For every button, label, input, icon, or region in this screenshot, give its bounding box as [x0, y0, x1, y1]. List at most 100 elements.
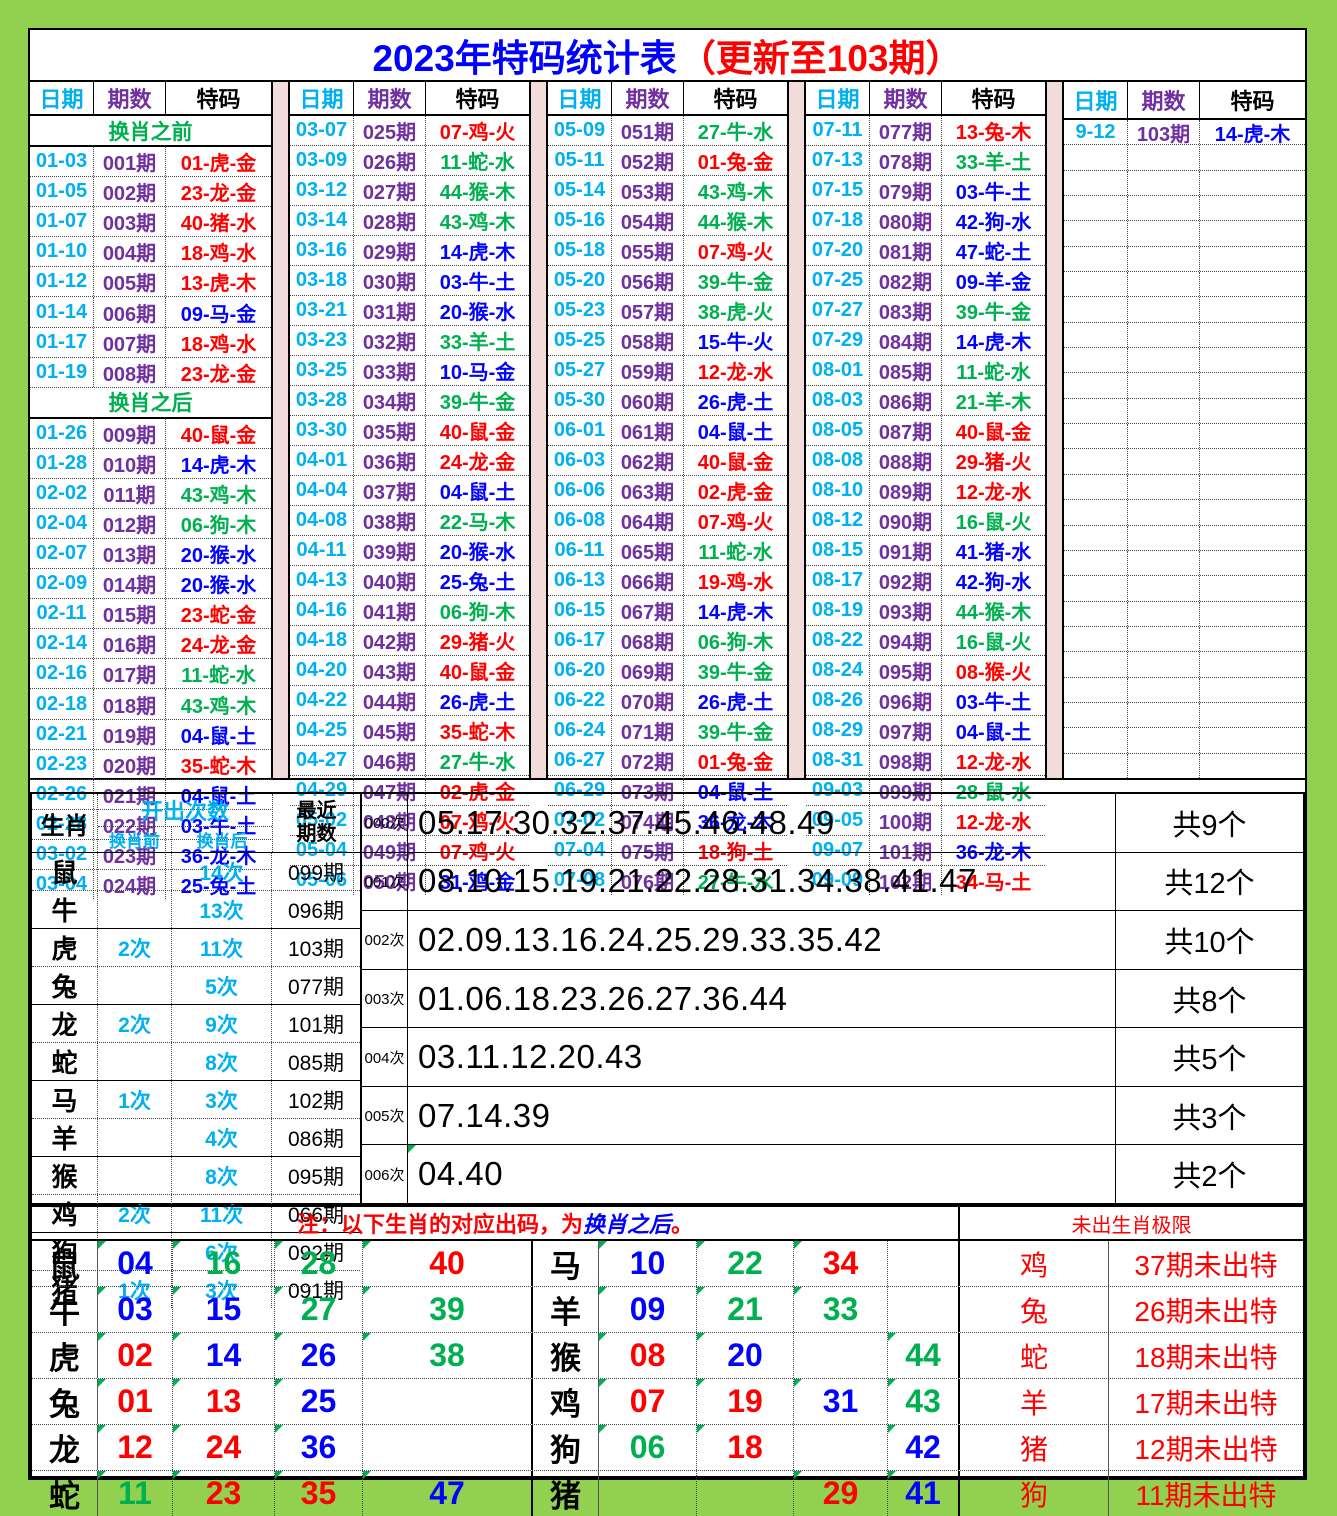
zodiac-stats-table: 生肖 开出次数 换肖前 换肖后 最近 期数 鼠 14次 099期牛 13次 096期虎 2… — [30, 792, 362, 1308]
special-code-cell: 04-鼠-土 — [180, 725, 257, 748]
title-update-suffix: （更新至103期） — [678, 38, 963, 79]
date-cell: 02-04 — [30, 509, 94, 539]
period-cell: 036期 — [354, 446, 426, 475]
period-cell: 043期 — [354, 656, 426, 685]
limit-title: 未出生肖极限 — [958, 1207, 1303, 1239]
date-cell: 09-09 — [806, 866, 870, 895]
numbers-total: 共10个 — [1115, 911, 1303, 969]
frequency-row: 006次 04.40 共2个 — [362, 1145, 1303, 1204]
period-header: 期数 — [870, 82, 942, 114]
date-header: 日期 — [30, 82, 94, 114]
frequency-row: 002次 02.09.13.16.24.25.29.33.35.42 共10个 — [362, 911, 1303, 970]
table-row: 09-09 102期 34-马-土 — [806, 866, 1045, 895]
title-main: 2023年特码统计表 — [372, 38, 677, 79]
table-row — [1064, 702, 1305, 729]
special-code-cell: 12-龙-水 — [955, 482, 1032, 504]
special-code-cell: 47-蛇-土 — [955, 242, 1032, 264]
zodiac-number-cell: 02 — [98, 1333, 172, 1378]
zodiac-name-cell: 鸡 — [531, 1379, 599, 1424]
table-row: 06-22 070期 26-虎-土 — [548, 686, 787, 716]
period-cell: 057期 — [612, 296, 684, 325]
table-row: 08-12 090期 16-鼠-火 — [806, 506, 1045, 536]
special-code-cell: 41-猪-水 — [955, 542, 1032, 564]
numbers-total: 共3个 — [1115, 1086, 1303, 1145]
period-cell — [1128, 322, 1200, 348]
zodiac-number-cell: 21 — [696, 1287, 793, 1332]
special-code-cell: 42-狗-水 — [955, 212, 1032, 234]
table-row: 06-11 065期 11-蛇-水 — [548, 536, 787, 566]
period-table-header: 日期 期数 特码 — [30, 82, 271, 116]
period-table-rows: 05-09 051期 27-牛-水 05-11 052期 01-兔-金 05-14 053期 4… — [548, 116, 787, 895]
period-tables: 日期 期数 特码 换肖之前 01-03 001期 01-虎-金 01-05 002期 23-龙-金… — [30, 82, 1305, 900]
zodiac-cell: 马 — [32, 1081, 98, 1118]
period-cell — [1128, 297, 1200, 322]
special-code-cell: 12-龙-水 — [955, 752, 1032, 774]
table-row — [1064, 373, 1305, 399]
special-code-cell: 43-鸡-木 — [180, 695, 257, 718]
numbers-list: 02.09.13.16.24.25.29.33.35.42 — [418, 920, 883, 958]
period-cell — [1128, 474, 1200, 500]
recent-header-line2: 期数 — [296, 823, 337, 845]
table-row: 01-19 008期 23-龙-金 — [30, 357, 271, 388]
period-header: 期数 — [354, 82, 426, 114]
limit-zodiac-cell: 狗 — [958, 1471, 1108, 1516]
after-count-cell: 4次 — [172, 1119, 272, 1156]
period-cell: 097期 — [870, 716, 942, 745]
period-cell: 066期 — [612, 566, 684, 595]
recent-period-cell: 096期 — [287, 899, 345, 923]
special-code-cell — [1200, 475, 1305, 499]
special-code-cell: 11-蛇-水 — [956, 362, 1031, 384]
period-cell: 085期 — [870, 356, 942, 385]
table-row: 05-20 056期 39-牛-金 — [548, 266, 787, 296]
date-cell: 04-11 — [290, 536, 354, 565]
special-code-cell: 06-狗-木 — [697, 632, 774, 654]
table-row: 03-09 026期 11-蛇-水 — [290, 146, 529, 176]
period-cell: 056期 — [612, 266, 684, 295]
table-row: 04-22 044期 26-虎-土 — [290, 686, 529, 716]
date-cell: 02-16 — [30, 659, 94, 689]
period-cell: 003期 — [94, 207, 166, 237]
table-row: 06-17 068期 06-狗-木 — [548, 626, 787, 656]
date-cell: 08-03 — [806, 386, 870, 415]
recent-period-cell: 099期 — [287, 861, 345, 885]
date-cell: 06-27 — [548, 746, 612, 775]
period-cell: 004期 — [94, 237, 166, 267]
date-cell — [1064, 297, 1128, 322]
date-cell — [1064, 677, 1128, 702]
period-cell: 011期 — [94, 478, 166, 509]
table-row — [1064, 550, 1305, 577]
numbers-list: 01.06.18.23.26.27.36.44 — [418, 979, 788, 1017]
period-cell: 040期 — [354, 566, 426, 595]
special-code-cell — [1200, 424, 1305, 448]
period-cell: 091期 — [870, 536, 942, 565]
date-cell: 09-05 — [806, 806, 870, 835]
period-cell: 100期 — [870, 806, 942, 835]
zodiac-name-cell: 羊 — [531, 1287, 599, 1332]
table-row — [1064, 525, 1305, 551]
period-cell: 090期 — [870, 506, 942, 535]
period-cell — [1128, 196, 1200, 221]
zodiac-number-cell: 47 — [362, 1471, 531, 1516]
period-cell: 050期 — [354, 866, 426, 895]
date-cell: 01-14 — [30, 297, 94, 327]
pink-separator — [789, 82, 804, 778]
period-cell: 048期 — [354, 806, 426, 835]
period-cell: 029期 — [354, 236, 426, 265]
zodiac-stats-row: 鼠 14次 099期 — [32, 853, 360, 891]
date-cell: 01-28 — [30, 448, 94, 478]
zodiac-name-cell: 马 — [531, 1241, 599, 1286]
zodiac-number-cell — [696, 1471, 793, 1516]
table-row: 05-18 055期 07-鸡-火 — [548, 236, 787, 266]
note-row: 注：以下生肖的对应出码，为 换肖之后。 未出生肖极限 — [32, 1207, 1303, 1241]
pink-separator — [531, 82, 546, 778]
special-code-cell: 23-龙-金 — [180, 183, 257, 206]
date-cell: 04-29 — [290, 776, 354, 805]
special-code-cell: 07-鸡-火 — [697, 242, 774, 264]
date-cell — [1064, 398, 1128, 424]
zodiac-cell: 龙 — [32, 1005, 98, 1042]
date-cell: 07-15 — [806, 176, 870, 205]
special-code-cell: 23-蛇-金 — [180, 605, 257, 628]
zodiac-number-cell: 03 — [98, 1287, 172, 1332]
table-row: 08-22 094期 16-鼠-火 — [806, 626, 1045, 656]
recent-period-cell: 086期 — [287, 1127, 345, 1151]
